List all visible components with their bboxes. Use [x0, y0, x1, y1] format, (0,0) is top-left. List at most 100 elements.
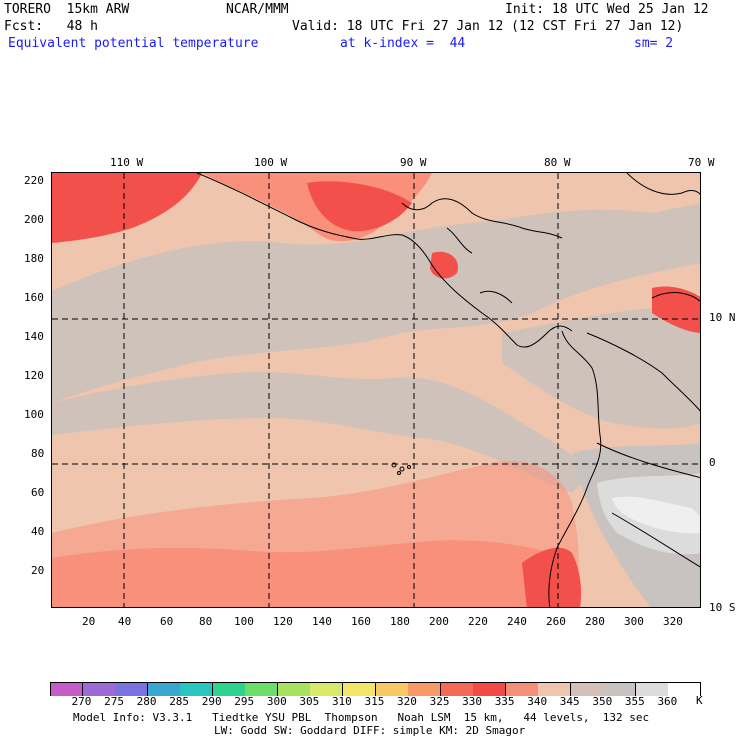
y-tick-60: 60 — [31, 486, 45, 499]
colorbar-label-300: 300 — [266, 695, 287, 708]
colorbar-swatch-8 — [310, 683, 344, 696]
coldest-field — [612, 496, 700, 534]
hot-field-northwest — [52, 173, 202, 243]
colorbar-swatch-3 — [147, 683, 181, 696]
smoothing-label: sm= 2 — [634, 36, 674, 51]
colorbar-label-305: 305 — [299, 695, 320, 708]
lon-label-70w: 70 W — [688, 156, 715, 169]
valid-time: Valid: 18 UTC Fri 27 Jan 12 (12 CST Fri … — [292, 19, 684, 34]
cool-band-middle — [52, 371, 592, 493]
colorbar-label-345: 345 — [559, 695, 580, 708]
colorbar-swatch-19 — [668, 683, 702, 696]
field-name: Equivalent potential temperature — [8, 36, 259, 51]
caribbean-coastline — [401, 198, 563, 239]
colorbar-swatch-4 — [180, 683, 214, 696]
lat-label-10n: 10 N — [709, 311, 736, 324]
colorbar-swatch-9 — [342, 683, 376, 696]
colorbar-swatch-17 — [603, 683, 637, 696]
colorbar-swatch-0 — [50, 683, 84, 696]
galapagos-island-2 — [399, 466, 405, 472]
cool-band-east — [502, 303, 700, 429]
coastline-outlines — [196, 173, 700, 607]
colorbar-swatch-1 — [82, 683, 116, 696]
colorbar-swatch-5 — [212, 683, 246, 696]
x-tick-100: 100 — [234, 615, 254, 628]
level-label: at k-index = 44 — [340, 36, 466, 51]
y-tick-20: 20 — [31, 564, 45, 577]
cool-band-north — [52, 203, 700, 403]
colorbar-swatch-10 — [375, 683, 409, 696]
colorbar-label-275: 275 — [104, 695, 124, 708]
y-tick-140: 140 — [24, 330, 44, 343]
y-tick-120: 120 — [24, 369, 44, 382]
x-tick-240: 240 — [507, 615, 527, 628]
x-tick-40: 40 — [118, 615, 132, 628]
colorbar-swatch-15 — [538, 683, 572, 696]
colorbar-swatch-2 — [115, 683, 149, 696]
model-info: Model Info: V3.3.1 Tiedtke YSU PBL Thomp… — [73, 711, 650, 724]
x-tick-60: 60 — [160, 615, 174, 628]
map-canvas — [52, 173, 700, 607]
colorbar-swatch-7 — [277, 683, 311, 696]
x-tick-220: 220 — [468, 615, 488, 628]
colorbar-label-335: 335 — [494, 695, 515, 708]
colorbar-label-340: 340 — [527, 695, 548, 708]
x-tick-280: 280 — [585, 615, 605, 628]
colorbar-label-285: 285 — [169, 695, 190, 708]
physics-info: LW: Godd SW: Goddard DIFF: simple KM: 2D… — [214, 724, 526, 737]
colorbar-swatch-12 — [440, 683, 474, 696]
lon-label-100w: 100 W — [254, 156, 288, 169]
graticule-lines — [52, 173, 700, 607]
ecuador-peru-border — [596, 442, 700, 479]
hot-field-mexico — [307, 181, 412, 232]
lon-label-90w: 90 W — [400, 156, 427, 169]
lat-label-10s: 10 S — [709, 601, 736, 614]
y-tick-160: 160 — [24, 291, 44, 304]
model-title: TORERO 15km ARW — [4, 2, 130, 17]
colorbar-swatch-14 — [505, 683, 539, 696]
y-tick-220: 220 — [24, 174, 44, 187]
x-tick-200: 200 — [429, 615, 449, 628]
colorbar-unit: K — [696, 694, 703, 707]
forecast-hour: Fcst: 48 h — [4, 19, 98, 34]
colorbar-label-295: 295 — [234, 695, 255, 708]
colombia-border — [586, 332, 700, 412]
guatemala-border — [446, 227, 473, 254]
y-tick-80: 80 — [31, 447, 45, 460]
x-tick-160: 160 — [351, 615, 371, 628]
y-tick-100: 100 — [24, 408, 44, 421]
colorbar — [50, 682, 702, 696]
colorbar-swatch-11 — [408, 683, 442, 696]
x-tick-120: 120 — [273, 615, 293, 628]
colorbar-label-290: 290 — [201, 695, 222, 708]
nicaragua-lake — [479, 290, 513, 304]
colorbar-label-325: 325 — [429, 695, 450, 708]
lon-label-110w: 110 W — [110, 156, 144, 169]
pacific-coastline-central-america — [196, 173, 573, 348]
init-time: Init: 18 UTC Wed 25 Jan 12 — [505, 2, 709, 17]
colorbar-label-315: 315 — [364, 695, 385, 708]
colorbar-label-280: 280 — [136, 695, 157, 708]
colorbar-label-330: 330 — [462, 695, 483, 708]
colorbar-label-310: 310 — [331, 695, 352, 708]
colorbar-swatch-16 — [570, 683, 604, 696]
venezuela-coast — [651, 292, 700, 302]
lat-label-0: 0 — [709, 456, 716, 469]
hot-field-venezuela — [652, 286, 700, 333]
colorbar-swatch-6 — [245, 683, 279, 696]
warm-field-south-core — [52, 540, 557, 607]
x-tick-80: 80 — [199, 615, 213, 628]
y-tick-200: 200 — [24, 213, 44, 226]
x-tick-140: 140 — [312, 615, 332, 628]
colorbar-label-320: 320 — [397, 695, 417, 708]
x-tick-260: 260 — [546, 615, 566, 628]
x-tick-320: 320 — [663, 615, 683, 628]
x-tick-20: 20 — [82, 615, 96, 628]
colorbar-label-360: 360 — [657, 695, 678, 708]
peru-brazil-border — [611, 512, 700, 568]
greater-antilles — [626, 173, 700, 196]
source-label: NCAR/MMM — [226, 2, 289, 17]
colorbar-label-350: 350 — [592, 695, 613, 708]
equivalent-potential-temperature-map — [51, 172, 701, 608]
y-tick-40: 40 — [31, 525, 45, 538]
